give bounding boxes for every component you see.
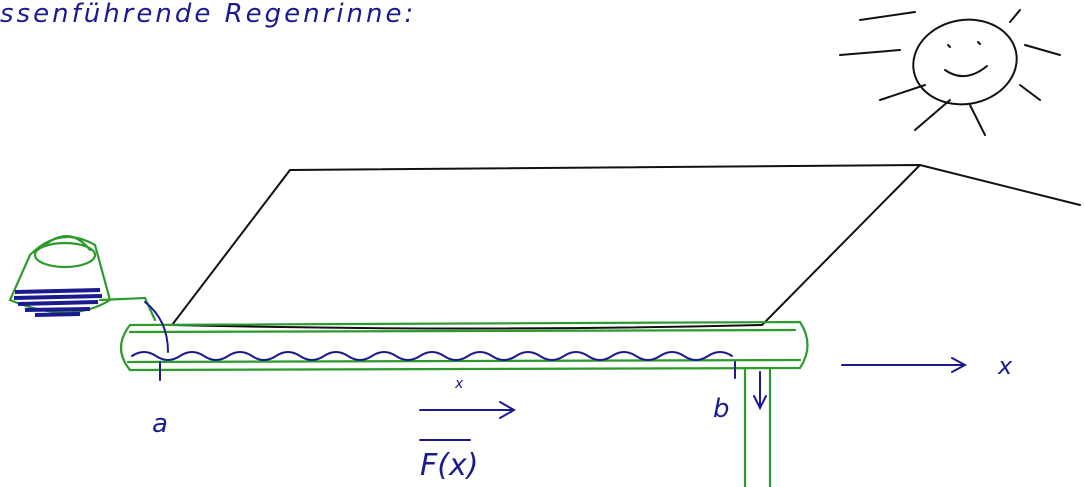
- label-a: a: [152, 409, 168, 439]
- roof: [172, 165, 1080, 325]
- outflow-arrow: [754, 372, 766, 408]
- label-position: x: [454, 376, 464, 392]
- sketch: ssenführende Regenrinne: a b x x F(x): [0, 0, 1084, 487]
- sun: [840, 10, 1060, 135]
- label-axis-x: x: [997, 352, 1013, 380]
- watering-can: [10, 236, 155, 320]
- label-flow: F(x): [420, 448, 478, 483]
- water-wave: [132, 352, 732, 360]
- page: ssenführende Regenrinne: a b x x F(x) ((…: [0, 0, 1084, 487]
- downpipe: [745, 368, 770, 487]
- boundary-tick: [160, 362, 735, 380]
- flow-arrow: [420, 402, 514, 418]
- x-axis-arrow: [842, 358, 965, 372]
- water-stream: [145, 302, 168, 352]
- roof-edge: [172, 325, 762, 329]
- label-b: b: [713, 394, 730, 424]
- title: ssenführende Regenrinne:: [0, 0, 416, 29]
